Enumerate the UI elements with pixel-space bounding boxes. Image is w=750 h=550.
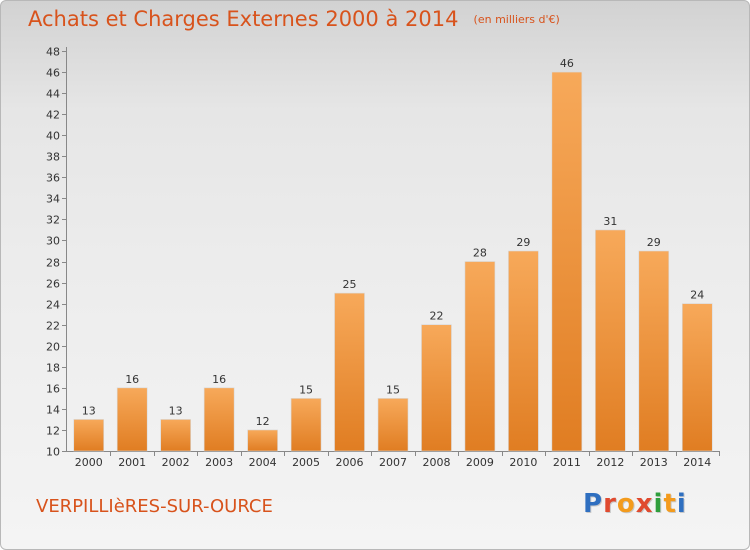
y-tick-label: 20	[46, 341, 60, 354]
bar-2003	[203, 387, 235, 452]
y-tick-label: 12	[46, 425, 60, 438]
y-tick-label: 46	[46, 67, 60, 80]
y-tick-label: 44	[46, 88, 60, 101]
value-label: 22	[429, 310, 443, 323]
value-label: 29	[516, 236, 530, 249]
y-tick-label: 38	[46, 151, 60, 164]
y-tick-label: 26	[46, 278, 60, 291]
x-tick-label: 2004	[249, 456, 277, 469]
commune-name: VERPILLIèRES-SUR-OURCE	[36, 496, 273, 517]
value-label: 13	[82, 404, 96, 417]
y-tick-label: 48	[46, 46, 60, 59]
x-tick-label: 2002	[162, 456, 190, 469]
bar-2006	[334, 292, 365, 452]
chart-title: Achats et Charges Externes 2000 à 2014	[28, 7, 459, 31]
x-tick-label: 2005	[292, 456, 320, 469]
y-tick-label: 30	[46, 235, 60, 248]
bar-2012	[595, 229, 626, 452]
y-tick-label: 14	[46, 404, 60, 417]
y-tick-label: 24	[46, 299, 60, 312]
value-label: 29	[647, 236, 661, 249]
bar-2004	[247, 429, 278, 452]
y-tick-label: 34	[46, 193, 60, 206]
x-tick-label: 2013	[640, 456, 668, 469]
value-label: 28	[473, 247, 487, 260]
bar-2007	[377, 398, 409, 452]
value-labels: 13 16 13 16 12 15 25 15 22 28 29 46 31 29 24	[82, 57, 705, 428]
x-axis: 2000 2001 2002 2003 2004 2005 2006 2007 2008 2009…	[66, 451, 720, 469]
y-tick-label: 22	[46, 320, 60, 333]
y-tick-label: 42	[46, 109, 60, 122]
logo-letter: r	[603, 489, 617, 519]
value-label: 15	[386, 383, 400, 396]
y-tick-label: 16	[46, 383, 60, 396]
bar-2002	[160, 419, 191, 452]
value-label: 13	[169, 404, 183, 417]
title-row: Achats et Charges Externes 2000 à 2014 (…	[28, 7, 560, 31]
x-tick-label: 2011	[553, 456, 581, 469]
value-label: 25	[343, 278, 357, 291]
y-tick-label: 28	[46, 257, 60, 270]
y-tick-label: 10	[46, 446, 60, 459]
bars	[73, 71, 713, 452]
value-label: 16	[125, 373, 139, 386]
value-label: 15	[299, 383, 313, 396]
y-tick-label: 36	[46, 172, 60, 185]
x-tick-label: 2006	[336, 456, 364, 469]
x-tick-label: 2012	[596, 456, 624, 469]
logo-letter: x	[635, 489, 654, 519]
y-tick-label: 18	[46, 362, 60, 375]
y-axis: 10 12 14 16 18 20 22 24 26 28 30 32 34 36 38 40 42 44 46 48	[46, 46, 67, 459]
x-tick-label: 2007	[379, 456, 407, 469]
chart-subtitle: (en milliers d'€)	[473, 13, 560, 26]
bar-2000	[73, 419, 105, 452]
x-tick-label: 2014	[683, 456, 711, 469]
y-tick-label: 32	[46, 214, 60, 227]
x-tick-label: 2001	[118, 456, 146, 469]
logo-letter: o	[616, 489, 636, 519]
bar-2010	[508, 250, 539, 452]
bar-2013	[638, 250, 670, 452]
value-label: 24	[690, 289, 704, 302]
logo-letter: t	[663, 489, 677, 519]
x-tick-label: 2009	[466, 456, 494, 469]
value-label: 12	[256, 415, 270, 428]
logo-letter: P	[583, 489, 604, 519]
proxiti-logo[interactable]: Proxiti	[583, 489, 687, 519]
value-label: 46	[560, 57, 574, 70]
logo-letter: i	[653, 489, 664, 519]
bar-2011	[551, 71, 583, 452]
bar-2001	[116, 387, 148, 452]
x-tick-label: 2010	[509, 456, 537, 469]
bar-2014	[681, 303, 713, 452]
logo-letter: i	[676, 489, 687, 519]
x-tick-label: 2000	[75, 456, 103, 469]
bar-2008	[421, 324, 452, 452]
x-tick-label: 2003	[205, 456, 233, 469]
bar-2005	[290, 398, 322, 452]
y-tick-label: 40	[46, 130, 60, 143]
value-label: 16	[212, 373, 226, 386]
bar-2009	[464, 261, 496, 452]
x-tick-label: 2008	[422, 456, 450, 469]
value-label: 31	[603, 215, 617, 228]
